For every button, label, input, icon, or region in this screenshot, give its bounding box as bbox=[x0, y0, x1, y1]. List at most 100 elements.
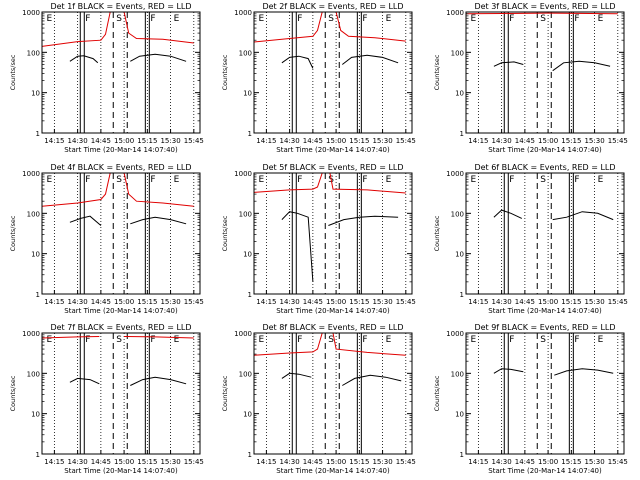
x-tick-label: 14:45 bbox=[515, 137, 535, 145]
x-tick-label: 15:45 bbox=[184, 458, 204, 466]
series-line bbox=[281, 55, 314, 69]
plot-frame bbox=[41, 172, 201, 295]
chart-title: Det 3f BLACK = Events, RED = LLD bbox=[474, 2, 615, 11]
x-tick-label: 15:00 bbox=[538, 137, 558, 145]
x-tick-label: 15:45 bbox=[396, 458, 416, 466]
chart-panel: Det 3f BLACK = Events, RED = LLD E F S F E 1 10… bbox=[433, 2, 628, 154]
y-axis-label: Counts/sec bbox=[433, 215, 441, 251]
x-tick-label: 14:30 bbox=[280, 298, 300, 306]
y-tick-label: 1 bbox=[36, 291, 40, 299]
x-axis-label: Start Time (20-Mar-14 14:07:40) bbox=[488, 307, 602, 315]
marker-label: E bbox=[174, 335, 180, 345]
marker-label: E bbox=[471, 335, 477, 345]
marker-label: F bbox=[509, 335, 514, 345]
x-tick-label: 15:45 bbox=[396, 137, 416, 145]
x-tick-label: 14:15 bbox=[468, 458, 488, 466]
x-tick-label: 15:30 bbox=[372, 458, 392, 466]
series-line bbox=[552, 60, 611, 72]
x-tick-label: 14:15 bbox=[256, 137, 276, 145]
series-line bbox=[123, 172, 194, 207]
x-tick-label: 14:45 bbox=[91, 458, 111, 466]
chart-panel: Det 1f BLACK = Events, RED = LLD E F S F E 1 10… bbox=[9, 2, 204, 154]
marker-label: F bbox=[85, 175, 90, 185]
series-line bbox=[253, 172, 323, 193]
series-line bbox=[130, 216, 187, 225]
x-tick-label: 15:00 bbox=[114, 458, 134, 466]
marker-label: E bbox=[471, 175, 477, 185]
series-line bbox=[69, 215, 102, 226]
x-tick-label: 15:15 bbox=[137, 137, 157, 145]
marker-label: F bbox=[85, 14, 90, 24]
plot-frame bbox=[465, 332, 625, 455]
x-tick-label: 14:45 bbox=[91, 298, 111, 306]
x-tick-label: 15:45 bbox=[608, 137, 628, 145]
x-tick-label: 15:15 bbox=[349, 298, 369, 306]
y-tick-label: 1000 bbox=[22, 9, 40, 17]
marker-label: E bbox=[259, 14, 265, 24]
chart-title: Det 4f BLACK = Events, RED = LLD bbox=[50, 163, 191, 172]
x-tick-label: 14:15 bbox=[44, 298, 64, 306]
y-tick-label: 1000 bbox=[446, 9, 464, 17]
x-tick-label: 15:00 bbox=[326, 458, 346, 466]
chart-panel: Det 2f BLACK = Events, RED = LLD E F S F E 1 10… bbox=[221, 2, 416, 154]
marker-label: E bbox=[471, 14, 477, 24]
x-tick-label: 14:15 bbox=[468, 137, 488, 145]
series-line bbox=[130, 53, 187, 62]
y-tick-label: 1000 bbox=[446, 330, 464, 338]
series-line bbox=[41, 172, 111, 207]
y-axis-label: Counts/sec bbox=[433, 375, 441, 411]
x-tick-label: 14:30 bbox=[492, 298, 512, 306]
x-axis-label: Start Time (20-Mar-14 14:07:40) bbox=[488, 146, 602, 154]
series-line bbox=[124, 336, 194, 339]
chart-panel: Det 9f BLACK = Events, RED = LLD E F S F E 1 10… bbox=[433, 323, 628, 475]
marker-label: S bbox=[540, 14, 546, 24]
x-tick-label: 15:45 bbox=[184, 298, 204, 306]
marker-label: E bbox=[598, 335, 604, 345]
marker-label: E bbox=[259, 335, 265, 345]
y-tick-label: 100 bbox=[451, 210, 464, 218]
x-tick-label: 15:00 bbox=[326, 298, 346, 306]
series-line bbox=[493, 368, 524, 374]
x-tick-label: 15:00 bbox=[114, 298, 134, 306]
x-tick-label: 15:30 bbox=[372, 298, 392, 306]
x-tick-label: 14:30 bbox=[68, 458, 88, 466]
series-line bbox=[493, 209, 523, 219]
y-axis-label: Counts/sec bbox=[9, 215, 17, 251]
x-tick-label: 15:00 bbox=[538, 298, 558, 306]
marker-label: F bbox=[574, 175, 579, 185]
series-line bbox=[41, 336, 100, 339]
series-line bbox=[69, 377, 100, 385]
marker-label: E bbox=[386, 14, 392, 24]
y-tick-label: 1000 bbox=[22, 170, 40, 178]
marker-label: F bbox=[362, 175, 367, 185]
y-tick-label: 100 bbox=[27, 49, 40, 57]
y-axis-label: Counts/sec bbox=[221, 215, 229, 251]
x-tick-label: 15:30 bbox=[372, 137, 392, 145]
y-tick-label: 1 bbox=[248, 451, 252, 459]
y-tick-label: 1 bbox=[36, 130, 40, 138]
chart-title: Det 8f BLACK = Events, RED = LLD bbox=[262, 323, 403, 332]
marker-label: F bbox=[150, 335, 155, 345]
marker-label: E bbox=[47, 14, 53, 24]
y-tick-label: 1000 bbox=[234, 9, 252, 17]
x-axis-label: Start Time (20-Mar-14 14:07:40) bbox=[276, 307, 390, 315]
chart-title: Det 9f BLACK = Events, RED = LLD bbox=[474, 323, 615, 332]
chart-title: Det 2f BLACK = Events, RED = LLD bbox=[262, 2, 403, 11]
marker-label: F bbox=[362, 335, 367, 345]
series-line bbox=[342, 374, 402, 386]
chart-panel: Det 6f BLACK = Events, RED = LLD E F S F E 1 10… bbox=[433, 163, 628, 315]
plot-frame bbox=[253, 172, 413, 295]
x-tick-label: 14:15 bbox=[44, 458, 64, 466]
x-tick-label: 15:30 bbox=[160, 298, 180, 306]
marker-label: E bbox=[259, 175, 265, 185]
marker-label: S bbox=[540, 335, 546, 345]
x-tick-label: 14:30 bbox=[68, 298, 88, 306]
x-tick-label: 14:15 bbox=[44, 137, 64, 145]
x-tick-label: 15:15 bbox=[349, 458, 369, 466]
x-tick-label: 15:15 bbox=[561, 458, 581, 466]
y-tick-label: 100 bbox=[451, 49, 464, 57]
plot-frame bbox=[253, 11, 413, 134]
x-tick-label: 14:15 bbox=[256, 298, 276, 306]
